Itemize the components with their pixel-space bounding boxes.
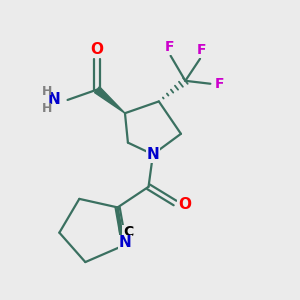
Text: O: O [91,42,103,57]
Text: H: H [42,102,53,115]
Text: N: N [147,147,159,162]
Text: F: F [197,43,206,57]
Text: F: F [164,40,174,54]
Polygon shape [94,87,125,113]
Text: C: C [123,225,133,239]
Text: O: O [178,197,191,212]
Text: F: F [215,77,224,91]
Text: N: N [118,236,131,250]
Text: N: N [47,92,60,107]
Text: H: H [42,85,53,98]
